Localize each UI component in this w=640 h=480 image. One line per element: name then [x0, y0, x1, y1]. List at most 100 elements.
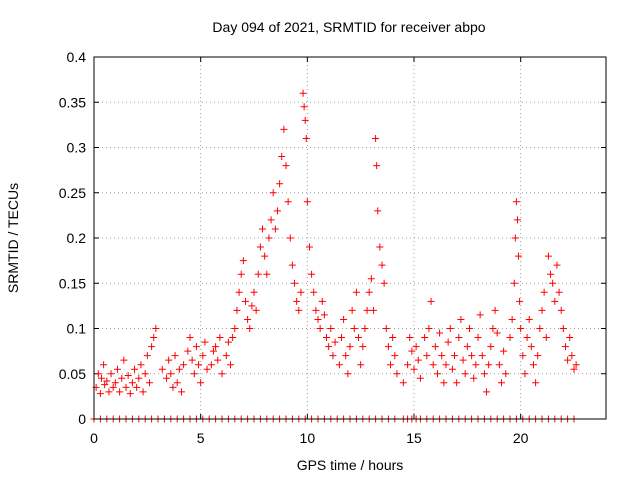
data-point [568, 352, 576, 360]
data-point [444, 338, 452, 346]
data-point [105, 388, 113, 396]
data-point [218, 370, 226, 378]
data-point [288, 261, 296, 269]
data-point [259, 225, 267, 233]
x-tick-label: 10 [300, 430, 316, 446]
data-point [506, 334, 514, 342]
data-points [90, 89, 580, 423]
data-point [305, 243, 313, 251]
data-point [549, 279, 557, 287]
data-point [570, 365, 578, 373]
data-point [564, 356, 572, 364]
data-point [229, 334, 237, 342]
data-point [389, 334, 397, 342]
data-point [476, 311, 484, 319]
grid-lines [94, 57, 606, 419]
data-point [263, 270, 271, 278]
data-point [331, 338, 339, 346]
data-point [340, 315, 348, 323]
data-point [316, 325, 324, 332]
data-point [355, 334, 363, 342]
data-point [207, 361, 215, 369]
data-point [282, 162, 290, 170]
data-point [457, 315, 465, 323]
data-point [412, 343, 420, 351]
data-point [308, 270, 316, 278]
data-point [521, 370, 529, 378]
plot-frame [93, 56, 607, 420]
data-point [192, 343, 200, 351]
data-point [94, 370, 102, 378]
data-point [376, 243, 384, 251]
data-point [483, 388, 491, 396]
x-tick-label: 5 [197, 430, 205, 446]
data-point [453, 379, 461, 387]
data-point [278, 153, 286, 161]
data-point [566, 334, 574, 342]
data-point [227, 361, 235, 369]
data-point [286, 234, 294, 242]
x-tick-label: 0 [90, 430, 98, 446]
data-point [197, 379, 205, 387]
data-point [406, 334, 414, 342]
data-point [152, 325, 160, 332]
data-point [431, 343, 439, 351]
data-point [519, 352, 527, 360]
data-point [470, 374, 478, 382]
data-point [367, 275, 375, 283]
data-point [463, 343, 471, 351]
data-point [231, 325, 239, 332]
data-point [342, 352, 350, 360]
data-point [410, 365, 418, 373]
data-point [280, 125, 288, 133]
data-point [107, 370, 115, 378]
data-point [408, 347, 416, 355]
data-point [553, 261, 561, 269]
data-point [293, 297, 301, 305]
data-point [214, 356, 222, 364]
data-point [133, 383, 141, 391]
data-point [502, 370, 510, 378]
data-point [382, 325, 390, 332]
data-point [516, 297, 524, 305]
data-point [474, 334, 482, 342]
data-point [429, 361, 437, 369]
y-tick-label: 0.05 [59, 366, 86, 382]
data-point [508, 315, 516, 323]
data-point [344, 370, 352, 378]
data-point [500, 347, 508, 355]
data-point [561, 343, 569, 351]
data-point [433, 370, 441, 378]
data-point [446, 325, 454, 332]
data-point [513, 216, 521, 224]
y-tick-label: 0.25 [59, 185, 86, 201]
data-point [416, 374, 424, 382]
data-point [141, 370, 149, 378]
data-point [100, 361, 108, 369]
data-point [120, 356, 128, 364]
data-point [246, 325, 254, 332]
data-point [212, 343, 220, 351]
data-point [139, 388, 147, 396]
data-point [391, 352, 399, 360]
y-tick-label: 0.15 [59, 275, 86, 291]
data-point [538, 306, 546, 314]
x-tick-label: 15 [406, 430, 422, 446]
data-point [175, 365, 183, 373]
y-tick-label: 0.4 [67, 49, 87, 65]
data-point [350, 325, 358, 332]
data-point [318, 297, 326, 305]
data-point [393, 370, 401, 378]
data-point [523, 334, 531, 342]
data-point [540, 288, 548, 296]
data-point [199, 352, 207, 360]
data-point [116, 388, 124, 396]
data-point [101, 381, 109, 389]
data-point [235, 288, 243, 296]
data-point [297, 288, 305, 296]
data-point [254, 270, 262, 278]
data-point [312, 306, 320, 314]
data-point [131, 365, 139, 373]
data-point [515, 252, 523, 260]
data-point [126, 390, 134, 398]
